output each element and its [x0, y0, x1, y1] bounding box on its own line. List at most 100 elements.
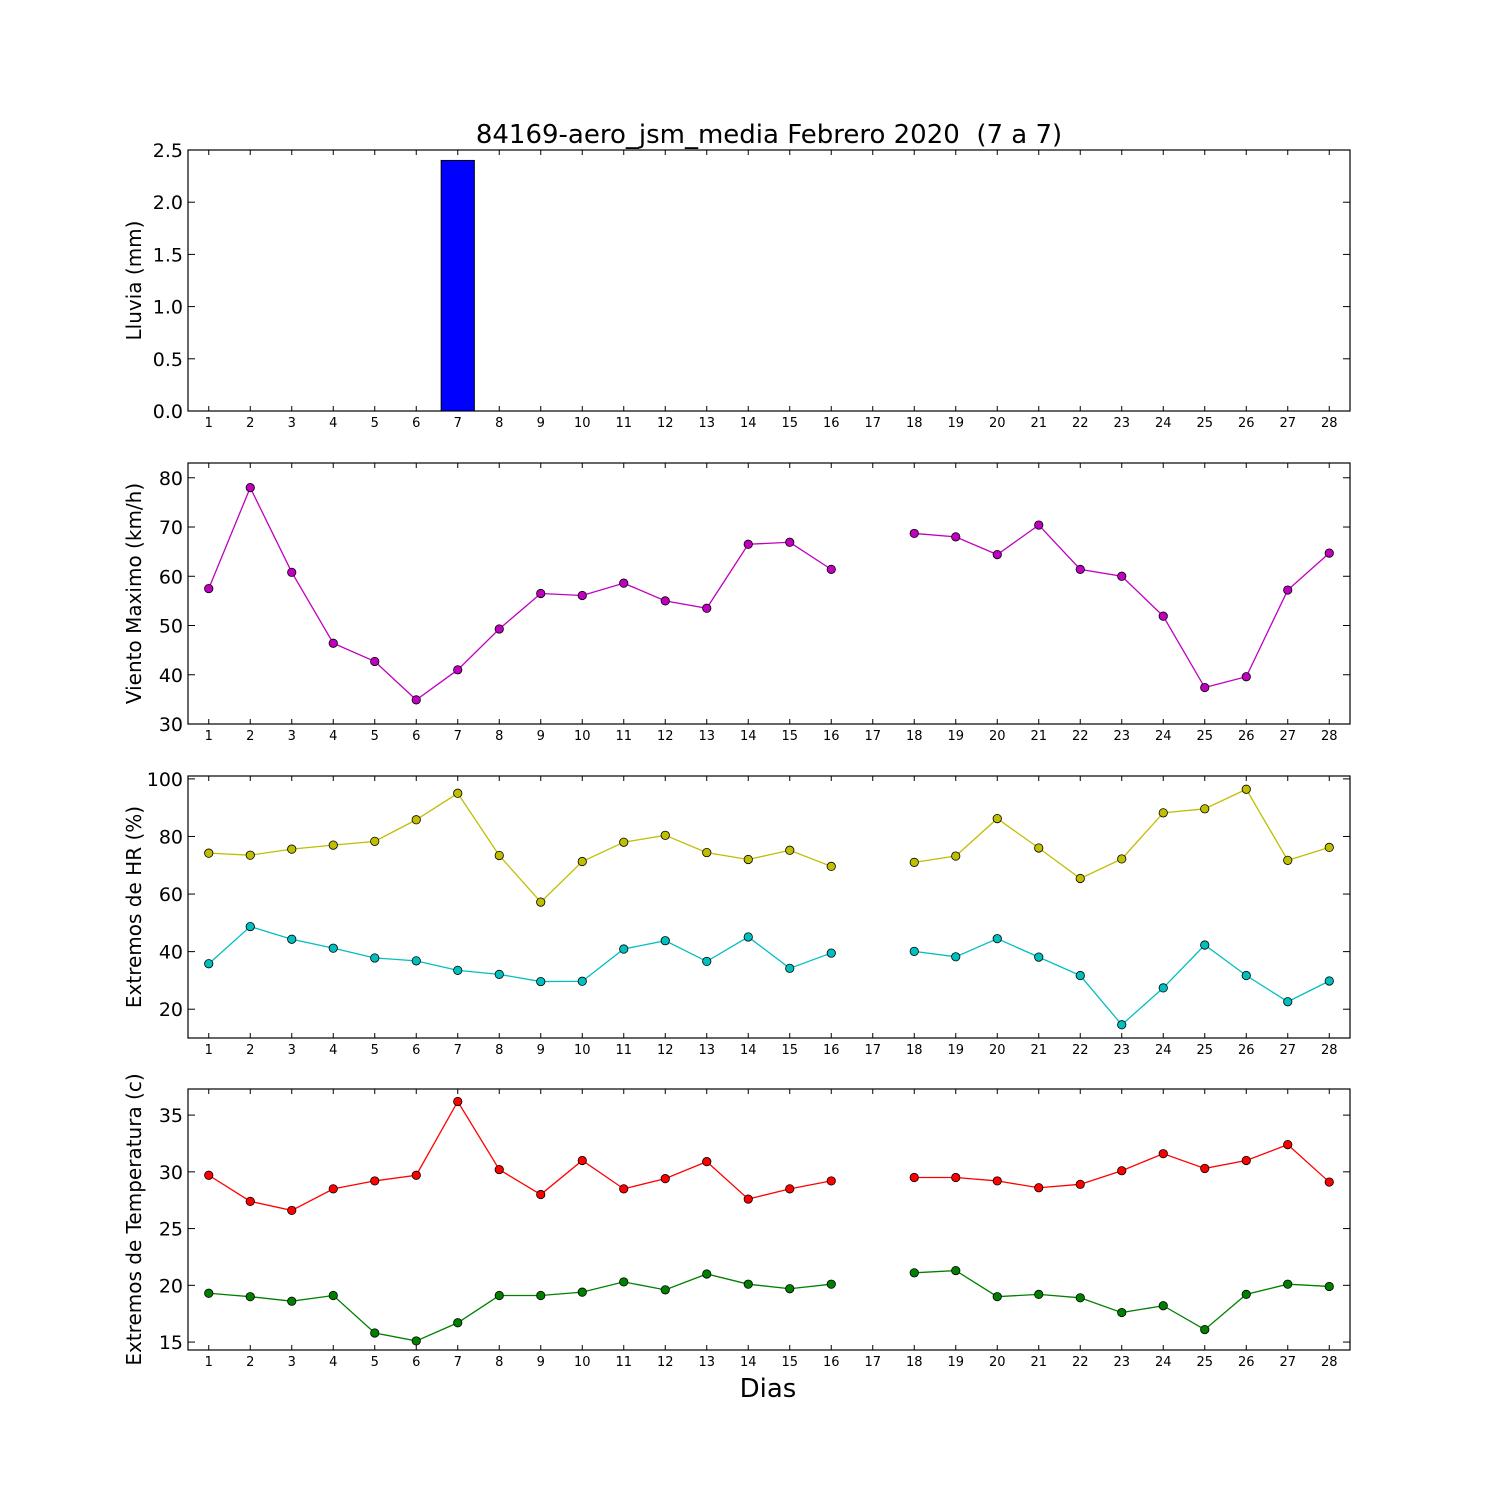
- data-point-hr-1: [1241, 970, 1251, 981]
- data-point-temp-1: [1075, 1293, 1085, 1303]
- x-tick-label: 12: [657, 416, 674, 431]
- data-point-viento-0: [1158, 611, 1168, 621]
- data-point-viento-0: [743, 539, 753, 549]
- data-point-hr-1: [951, 952, 961, 962]
- y-tick-label: 30: [159, 714, 183, 736]
- plot-frame-lluvia: [187, 149, 1351, 412]
- data-point-hr-1: [1117, 1020, 1127, 1030]
- y-tick-label: 60: [159, 884, 183, 906]
- x-tick-label: 9: [537, 729, 545, 744]
- x-tick-label: 4: [329, 1043, 337, 1058]
- x-tick-label: 6: [412, 1043, 420, 1058]
- data-point-temp-0: [204, 1170, 214, 1180]
- x-tick-label: 9: [537, 1355, 545, 1370]
- data-point-hr-0: [660, 830, 670, 840]
- data-point-viento-0: [1200, 682, 1210, 693]
- data-point-hr-1: [1200, 940, 1210, 950]
- x-tick-label: 2: [246, 1355, 254, 1370]
- data-point-hr-1: [1075, 970, 1085, 981]
- x-tick-label: 2: [246, 729, 254, 744]
- x-tick-label: 22: [1072, 416, 1089, 431]
- x-tick-label: 2: [246, 1043, 254, 1058]
- x-tick-label: 14: [740, 1355, 757, 1370]
- x-tick-label: 7: [454, 729, 462, 744]
- x-tick-label: 1: [205, 416, 213, 431]
- data-point-hr-0: [992, 814, 1002, 824]
- data-point-hr-1: [287, 934, 297, 944]
- x-tick-label: 10: [574, 416, 591, 431]
- data-point-hr-0: [204, 848, 214, 858]
- y-tick-label: 40: [159, 665, 183, 687]
- x-tick-label: 16: [823, 1043, 840, 1058]
- x-tick-label: 8: [495, 1355, 503, 1370]
- data-point-hr-1: [785, 963, 795, 973]
- x-tick-label: 21: [1030, 1355, 1047, 1370]
- data-point-viento-0: [1283, 585, 1293, 595]
- x-tick-label: 26: [1238, 729, 1255, 744]
- data-point-temp-0: [1117, 1166, 1127, 1176]
- x-tick-label: 20: [989, 729, 1006, 744]
- x-tick-label: 7: [454, 416, 462, 431]
- series-line-hr-1: [208, 925, 832, 983]
- x-tick-label: 19: [947, 416, 964, 431]
- x-tick-label: 3: [288, 1355, 296, 1370]
- data-point-hr-1: [328, 943, 338, 953]
- data-point-hr-0: [951, 851, 961, 861]
- x-tick-label: 8: [495, 729, 503, 744]
- data-point-hr-0: [1075, 873, 1085, 884]
- data-point-hr-1: [743, 932, 753, 942]
- data-point-hr-1: [204, 959, 214, 969]
- data-point-temp-0: [536, 1189, 546, 1200]
- x-tick-label: 14: [740, 416, 757, 431]
- x-tick-label: 15: [781, 729, 798, 744]
- x-tick-label: 20: [989, 1355, 1006, 1370]
- data-point-viento-0: [1034, 520, 1044, 530]
- y-axis-label-viento: Viento Maximo (km/h): [122, 483, 146, 704]
- data-point-hr-0: [1200, 804, 1210, 814]
- y-tick-label: 20: [159, 999, 183, 1021]
- data-point-hr-1: [660, 936, 670, 946]
- x-tick-label: 3: [288, 1043, 296, 1058]
- data-point-temp-0: [287, 1205, 297, 1216]
- data-point-viento-0: [328, 638, 338, 648]
- x-tick-label: 19: [947, 1043, 964, 1058]
- data-point-hr-0: [328, 840, 338, 850]
- data-point-temp-0: [660, 1174, 670, 1184]
- x-tick-label: 25: [1196, 1043, 1213, 1058]
- data-point-hr-1: [1324, 976, 1334, 986]
- plot-frame-viento: [187, 462, 1351, 725]
- data-point-temp-1: [536, 1290, 546, 1301]
- data-point-hr-0: [1283, 855, 1293, 865]
- x-tick-label: 16: [823, 729, 840, 744]
- data-point-hr-0: [245, 850, 255, 860]
- data-point-temp-1: [494, 1290, 504, 1301]
- data-point-temp-1: [992, 1292, 1002, 1302]
- x-tick-label: 18: [906, 416, 923, 431]
- data-point-temp-1: [1034, 1289, 1044, 1299]
- data-point-viento-0: [660, 596, 670, 606]
- data-point-temp-0: [1241, 1155, 1251, 1166]
- x-tick-label: 18: [906, 1355, 923, 1370]
- data-point-viento-0: [785, 537, 795, 547]
- data-point-hr-1: [577, 976, 587, 986]
- x-tick-label: 9: [537, 1043, 545, 1058]
- x-tick-label: 1: [205, 729, 213, 744]
- y-tick-label: 80: [159, 826, 183, 848]
- x-tick-label: 27: [1279, 729, 1296, 744]
- x-tick-label: 12: [657, 1355, 674, 1370]
- data-point-viento-0: [204, 583, 214, 594]
- x-tick-label: 20: [989, 416, 1006, 431]
- plot-frame-temp: [187, 1088, 1351, 1351]
- x-tick-label: 28: [1321, 729, 1338, 744]
- y-tick-label: 20: [159, 1275, 183, 1297]
- x-tick-label: 27: [1279, 1043, 1296, 1058]
- x-tick-label: 1: [205, 1355, 213, 1370]
- x-tick-label: 2: [246, 416, 254, 431]
- y-tick-label: 0.5: [153, 349, 183, 371]
- data-point-viento-0: [702, 603, 712, 613]
- x-tick-label: 28: [1321, 416, 1338, 431]
- x-tick-label: 5: [371, 1043, 379, 1058]
